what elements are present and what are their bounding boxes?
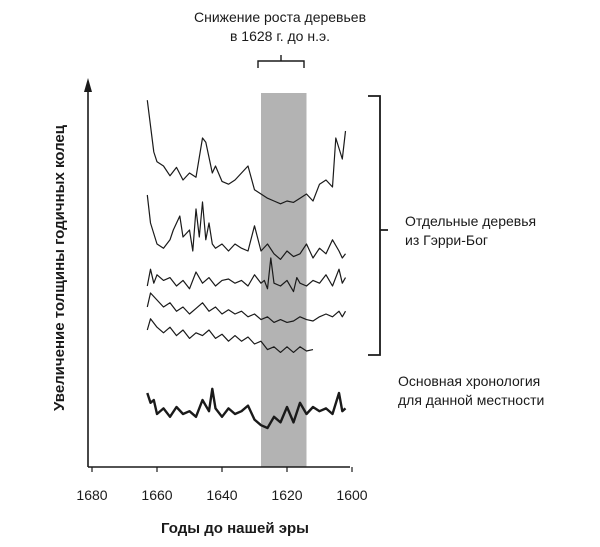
x-tick-label-1620: 1620 [271, 487, 302, 503]
series-line-tree-4 [146, 292, 347, 323]
annotation-master-line-1: Основная хронология [398, 373, 540, 389]
shaded-band [261, 93, 307, 467]
top-bracket [257, 55, 305, 68]
annotation-master-line-2: для данной местности [398, 392, 544, 408]
x-tick-label-1680: 1680 [76, 487, 107, 503]
x-tick-label-1660: 1660 [141, 487, 172, 503]
series-line-tree-3 [146, 257, 347, 293]
annotation-group-line-2: из Гэрри-Бог [405, 232, 488, 248]
y-axis-label: Увеличение толщины годичных колец [51, 124, 68, 411]
annotation-top-line-2: в 1628 г. до н.э. [230, 28, 330, 44]
annotation-top-line-1: Снижение роста деревьев [194, 9, 366, 25]
x-tick-label-1640: 1640 [206, 487, 237, 503]
y-axis-arrow-icon [84, 78, 92, 92]
x-ticks [91, 467, 353, 472]
annotation-group-line-1: Отдельные деревья [405, 213, 536, 229]
series-line-tree-5 [146, 318, 314, 353]
x-tick-label-1600: 1600 [336, 487, 367, 503]
series-line-master-chronology [146, 387, 347, 430]
right-bracket [368, 95, 388, 356]
series-line-tree-1 [146, 100, 347, 205]
x-axis-label: Годы до нашей эры [161, 520, 309, 537]
series-line-tree-2 [146, 194, 346, 260]
series-layer [146, 100, 347, 430]
